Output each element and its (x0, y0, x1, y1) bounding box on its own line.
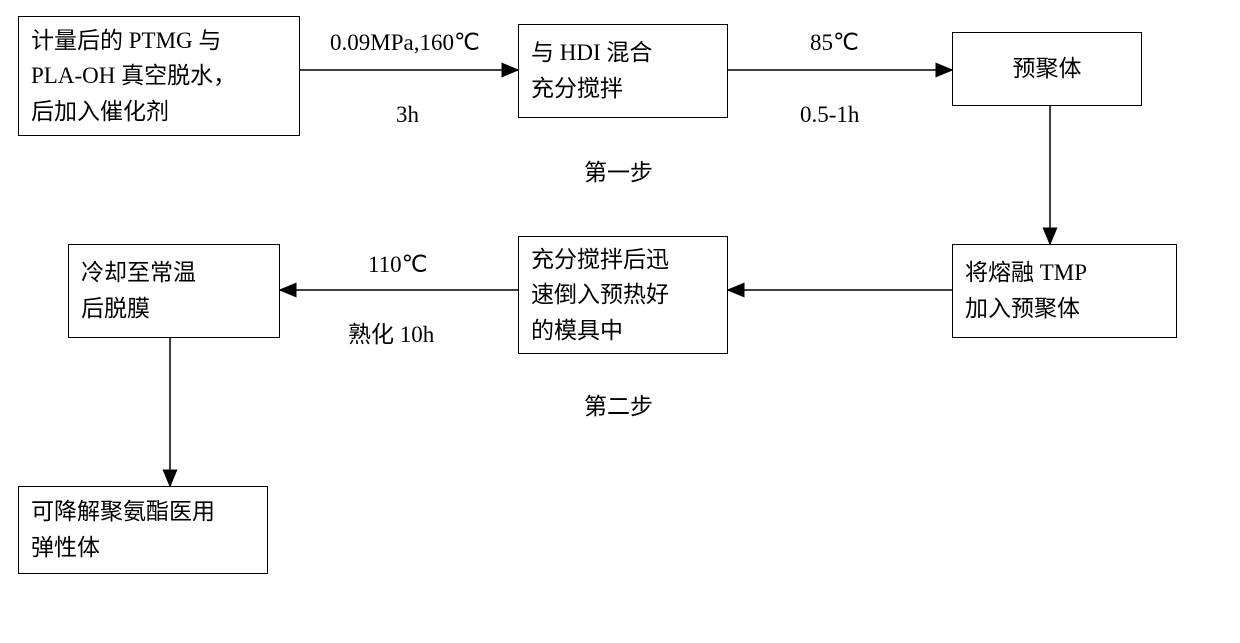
label-arrow1-top: 0.09MPa,160℃ (330, 28, 480, 58)
label-arrow2-bot: 0.5-1h (800, 100, 859, 130)
box-pour-mold: 充分搅拌后迅速倒入预热好的模具中 (518, 236, 728, 354)
box-cool-demold: 冷却至常温后脱膜 (68, 244, 280, 338)
label-arrow2-top: 85℃ (810, 28, 859, 58)
box-step1-input: 计量后的 PTMG 与PLA-OH 真空脱水，后加入催化剂 (18, 16, 300, 136)
box-final-product: 可降解聚氨酯医用弹性体 (18, 486, 268, 574)
box-mix-hdi: 与 HDI 混合充分搅拌 (518, 24, 728, 118)
label-arrow5-bot: 熟化 10h (348, 320, 434, 350)
label-step1: 第一步 (584, 158, 653, 188)
label-arrow5-top: 110℃ (368, 250, 427, 280)
label-step2: 第二步 (584, 392, 653, 422)
box-prepolymer: 预聚体 (952, 32, 1142, 106)
label-arrow1-bot: 3h (396, 100, 419, 130)
box-add-tmp: 将熔融 TMP加入预聚体 (952, 244, 1177, 338)
